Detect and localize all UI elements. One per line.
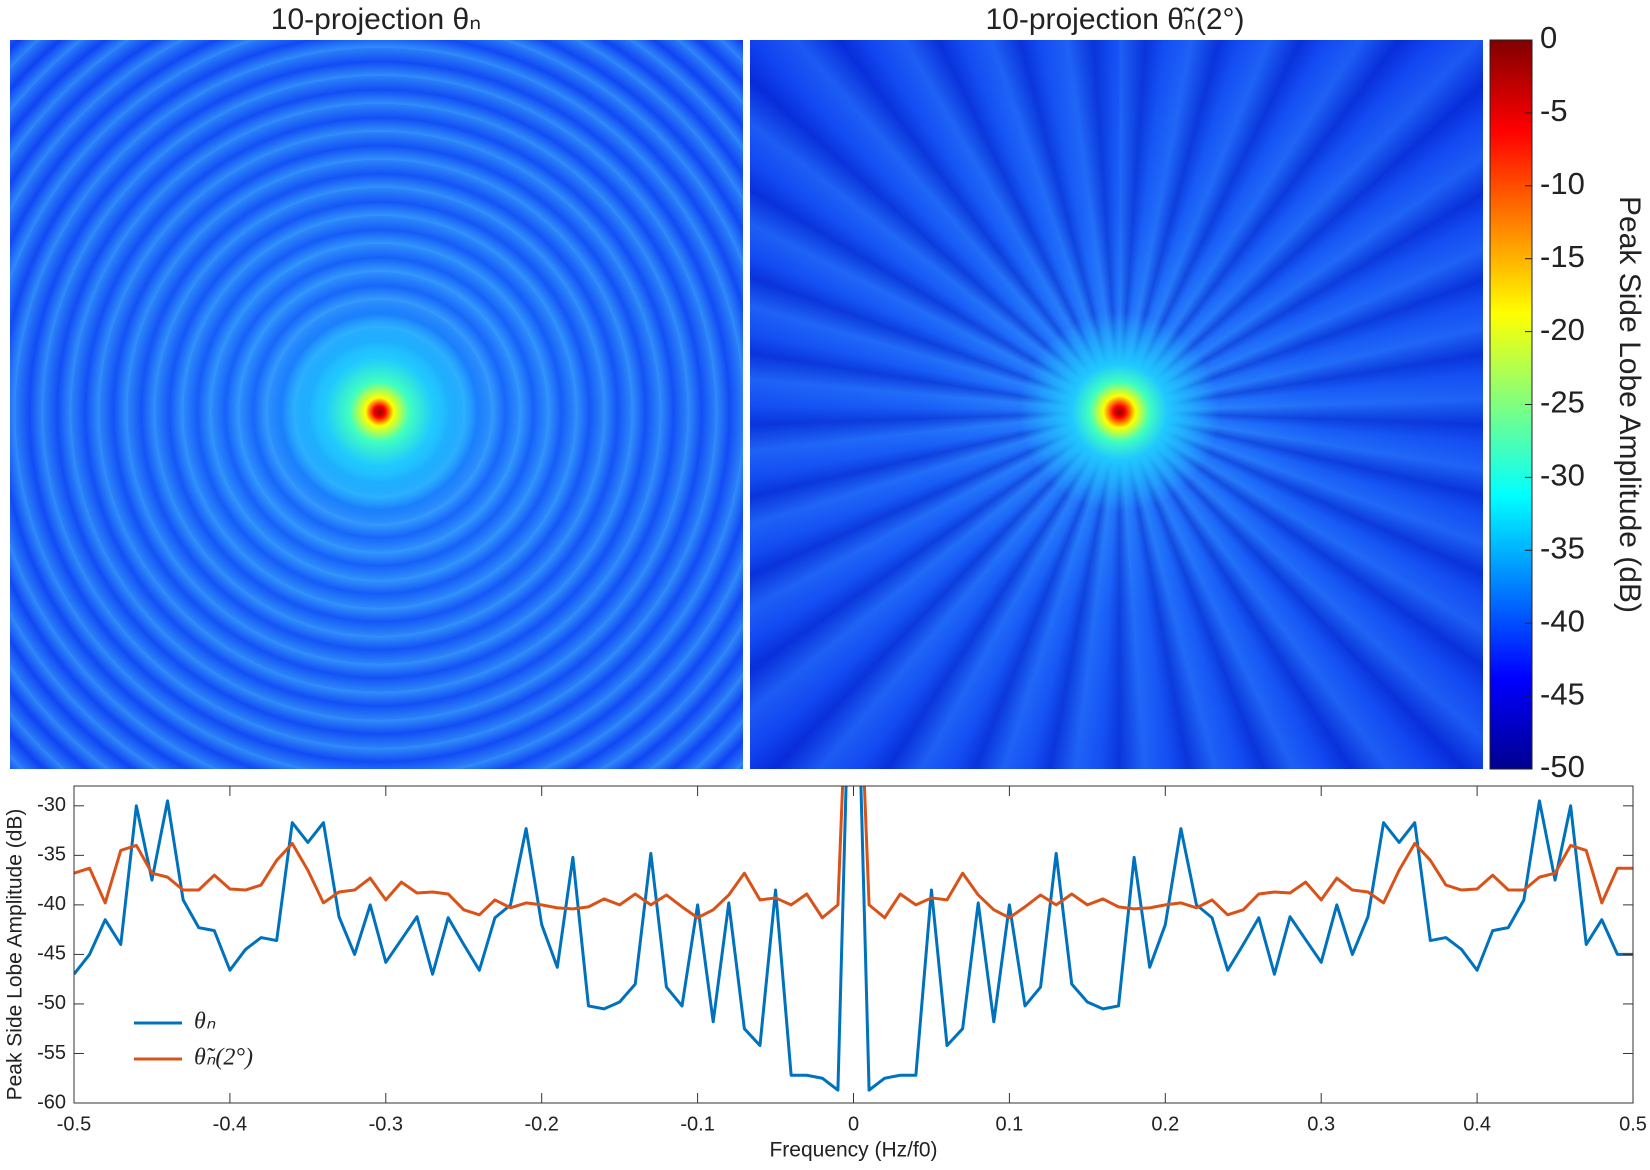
y-tick-label: -50 xyxy=(37,992,66,1014)
x-tick-label: 0.5 xyxy=(1619,1113,1647,1135)
legend-label: θ̃ₙ(2°) xyxy=(194,1045,253,1071)
x-tick-label: 0.2 xyxy=(1151,1113,1179,1135)
colorbar-tick-label: -40 xyxy=(1540,603,1585,638)
chart-title: 10-projection θₙ xyxy=(271,3,481,36)
x-tick-label: 0.4 xyxy=(1463,1113,1491,1135)
x-tick-label: -0.5 xyxy=(57,1113,91,1135)
y-tick-label: -35 xyxy=(37,844,66,866)
x-tick-label: -0.4 xyxy=(213,1113,247,1135)
colorbar-tick-label: -30 xyxy=(1540,458,1585,493)
heatmap-image xyxy=(750,40,1483,769)
colorbar-tick-label: -35 xyxy=(1540,530,1585,565)
heatmap-image xyxy=(10,40,743,769)
plot-area xyxy=(74,786,1633,1103)
x-tick-label: 0.1 xyxy=(995,1113,1023,1135)
colorbar-tick-label: -10 xyxy=(1540,166,1585,201)
x-tick-label: -0.1 xyxy=(680,1113,714,1135)
y-tick-label: -60 xyxy=(37,1091,66,1113)
series-group xyxy=(74,786,1633,1092)
x-tick-label: 0.3 xyxy=(1307,1113,1335,1135)
y-tick-label: -30 xyxy=(37,794,66,816)
colorbar-tick-label: -15 xyxy=(1540,239,1585,274)
colorbar-tick-label: 0 xyxy=(1540,20,1557,55)
chart-title: 10-projection θ̃ₙ(2°) xyxy=(985,3,1244,36)
line-series xyxy=(74,786,1633,1092)
x-tick-label: 0 xyxy=(848,1113,859,1135)
x-tick-label: -0.3 xyxy=(369,1113,403,1135)
colorbar-label: Peak Side Lobe Amplitude (dB) xyxy=(1613,196,1646,613)
x-tick-label: -0.2 xyxy=(524,1113,558,1135)
line-series xyxy=(74,786,1633,920)
colorbar-tick-label: -20 xyxy=(1540,312,1585,347)
colorbar-tick-label: -5 xyxy=(1540,93,1568,128)
y-axis-label: Peak Side Lobe Amplitude (dB) xyxy=(4,809,27,1101)
y-tick-label: -55 xyxy=(37,1042,66,1064)
colorbar-tick-label: -50 xyxy=(1540,749,1585,784)
colorbar-tick-label: -45 xyxy=(1540,676,1585,711)
legend-label: θₙ xyxy=(194,1009,216,1035)
y-tick-label: -45 xyxy=(37,943,66,965)
x-axis-label: Frequency (Hz/f0) xyxy=(769,1139,937,1162)
colorbar-tick-label: -25 xyxy=(1540,385,1585,420)
y-tick-label: -40 xyxy=(37,893,66,915)
